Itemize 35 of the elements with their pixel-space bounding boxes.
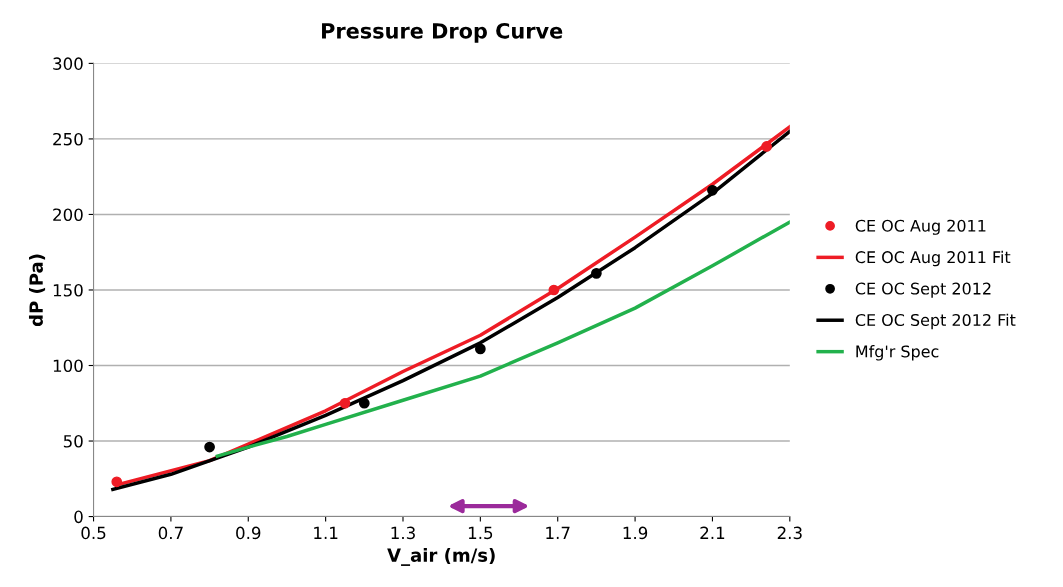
chart-title: Pressure Drop Curve	[322, 22, 563, 43]
point	[339, 397, 351, 409]
legend-label: CE OC Aug 2011 Fit	[855, 250, 1011, 267]
x-tick-label: 2.1	[700, 526, 725, 539]
y-tick-label: 100	[53, 359, 83, 373]
point	[204, 441, 215, 453]
point	[475, 343, 486, 355]
x-tick-label: 1.9	[623, 526, 648, 540]
y-tick-label: 0	[74, 510, 83, 524]
y-tick-label: 250	[53, 132, 83, 146]
legend-label: Mfg'r Spec	[856, 345, 939, 361]
x-tick-label: 2.3	[777, 526, 802, 540]
x-axis-title: V_air (m/s)	[387, 547, 495, 566]
x-tick-label: 1.1	[314, 526, 338, 539]
y-tick-label: 200	[53, 208, 83, 222]
x-tick-label: 0.9	[236, 526, 261, 540]
x-tick-label: 1.3	[391, 526, 415, 540]
y-tick-label: 300	[53, 57, 83, 70]
y-tick-label: 150	[53, 283, 83, 297]
y-axis-title: dP (Pa)	[28, 254, 46, 327]
point	[707, 184, 718, 196]
point	[548, 284, 560, 296]
legend-label: CE OC Sept 2012	[855, 282, 991, 298]
y-tick-label: 50	[63, 434, 83, 448]
x-tick-label: 1.5	[468, 526, 493, 540]
point	[111, 476, 123, 488]
x-tick-label: 0.7	[158, 526, 183, 540]
point	[761, 141, 772, 152]
x-tick-label: 1.7	[546, 526, 570, 539]
point	[591, 268, 602, 279]
legend-label: CE OC Aug 2011	[855, 219, 986, 235]
point	[358, 397, 370, 409]
x-tick-label: 0.5	[81, 526, 106, 540]
legend-label: CE OC Sept 2012 Fit	[855, 313, 1016, 330]
line-series	[215, 220, 790, 458]
